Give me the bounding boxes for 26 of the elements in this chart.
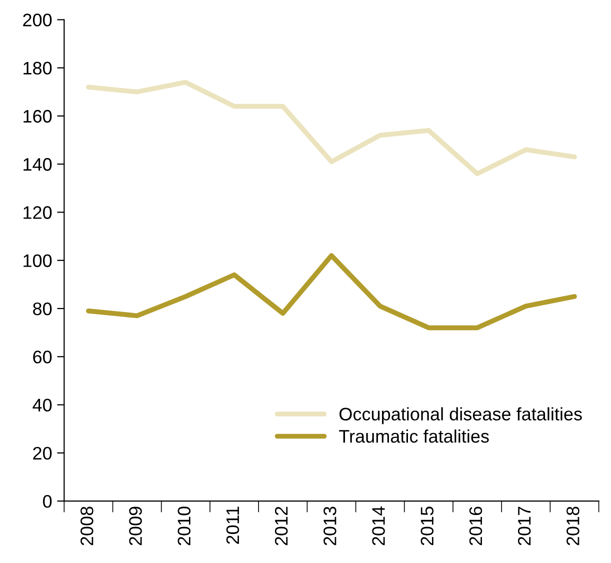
x-tick-label: 2016 <box>469 506 482 546</box>
y-tick-label: 140 <box>24 158 52 171</box>
y-tick-label: 0 <box>43 495 52 508</box>
x-tick-label: 2010 <box>178 506 191 546</box>
legend-label: Traumatic fatalities <box>339 429 489 443</box>
y-tick-label: 40 <box>32 398 52 412</box>
y-tick-label: 60 <box>33 350 52 364</box>
y-tick-label: 120 <box>24 206 52 219</box>
legend-label: Occupational disease fatalities <box>340 407 582 424</box>
y-tick-label: 20 <box>33 446 52 460</box>
x-tick-label: 2015 <box>420 506 434 546</box>
x-tick-label: 2008 <box>80 506 94 546</box>
y-tick-label: 160 <box>24 110 52 123</box>
x-tick-label: 2014 <box>372 506 385 546</box>
y-tick-label: 80 <box>33 302 52 316</box>
y-tick-label: 100 <box>24 254 52 268</box>
line-series <box>86 80 577 176</box>
line-series <box>86 253 577 330</box>
x-tick-label: 2011 <box>226 506 240 544</box>
x-tick-label: 2013 <box>324 506 336 546</box>
x-tick-label: 2017 <box>518 506 531 546</box>
y-tick-label: 200 <box>23 14 52 26</box>
y-tick-label: 180 <box>24 62 52 75</box>
x-tick-label: 2012 <box>274 506 288 546</box>
x-tick-label: 2018 <box>566 506 580 546</box>
x-tick-label: 2009 <box>129 506 142 546</box>
